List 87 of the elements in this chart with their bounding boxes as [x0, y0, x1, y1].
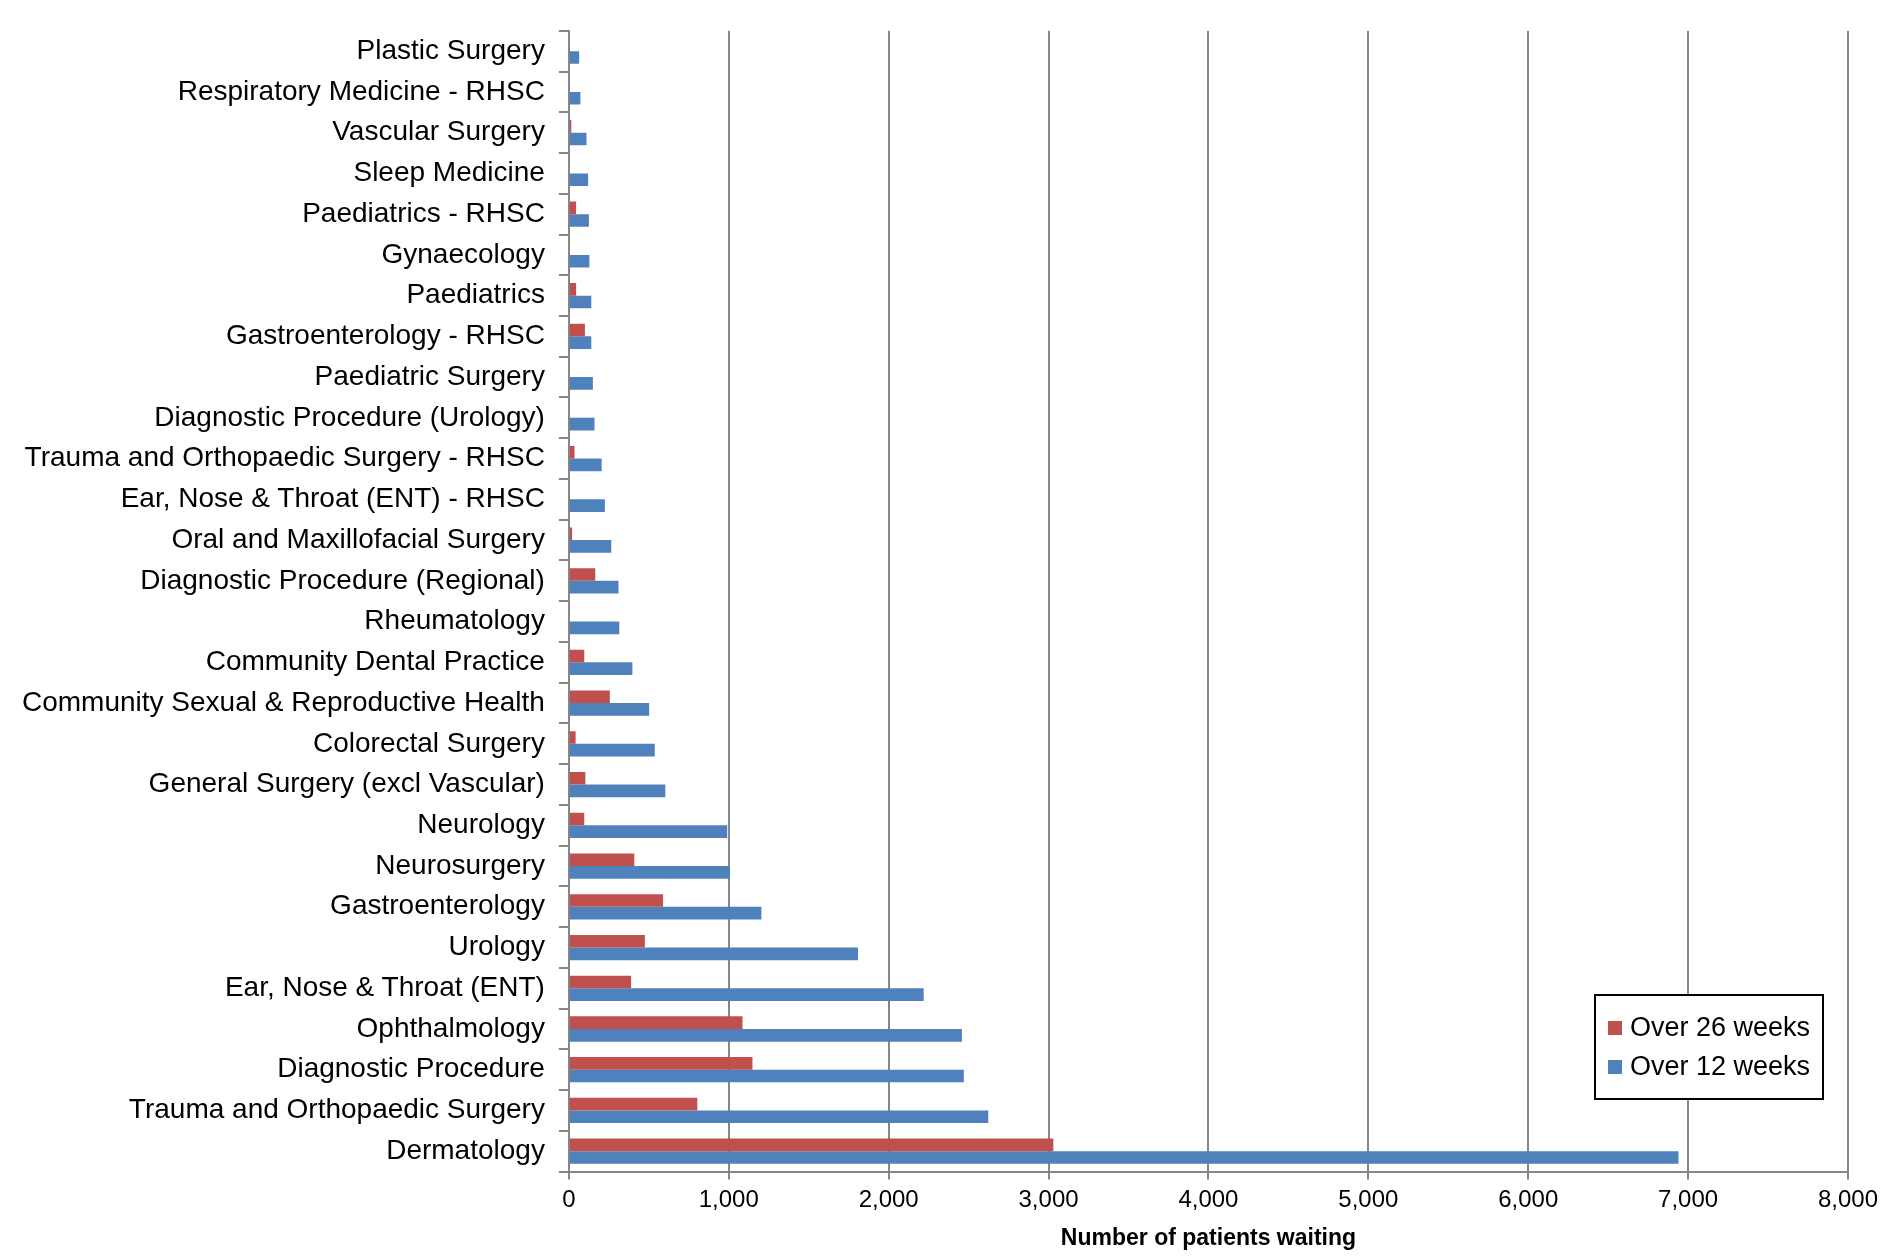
- legend-label: Over 12 weeks: [1629, 1051, 1810, 1082]
- bar: [569, 947, 858, 961]
- y-tick-label: Paediatric Surgery: [314, 359, 545, 391]
- y-tick-label: Ear, Nose & Throat (ENT): [224, 970, 545, 1002]
- bar: [569, 771, 586, 785]
- bar: [569, 201, 577, 215]
- y-tick-label: Trauma and Orthopaedic Surgery: [128, 1093, 545, 1125]
- x-tick-label: 0: [562, 1184, 576, 1212]
- bar: [569, 377, 593, 390]
- bar: [569, 853, 635, 867]
- y-tick-label: Diagnostic Procedure: [277, 1052, 545, 1084]
- x-tick-label: 7,000: [1658, 1184, 1719, 1212]
- bar: [569, 580, 619, 594]
- y-tick-label: Respiratory Medicine - RHSC: [177, 74, 545, 106]
- bar: [569, 1057, 753, 1070]
- bar: [569, 1097, 698, 1111]
- x-tick-label: 3,000: [1018, 1184, 1079, 1212]
- y-tick-label: Plastic Surgery: [356, 33, 545, 65]
- y-tick-label: Gastroenterology - RHSC: [225, 319, 545, 351]
- bar: [569, 1029, 962, 1042]
- bar: [569, 214, 589, 227]
- bar: [569, 132, 587, 146]
- y-tick-label: Dermatology: [386, 1133, 545, 1165]
- bar: [569, 894, 664, 907]
- bar: [569, 988, 924, 1001]
- bar: [569, 1151, 1679, 1164]
- bar: [569, 743, 655, 757]
- bar: [569, 1138, 1054, 1152]
- x-tick-label: 2,000: [858, 1184, 919, 1212]
- y-tick-label: Gynaecology: [381, 237, 545, 269]
- bar: [569, 458, 602, 472]
- bar: [569, 336, 592, 349]
- y-tick-label: Community Dental Practice: [205, 645, 545, 677]
- bar: [569, 975, 632, 989]
- y-tick-label: Paediatrics - RHSC: [302, 196, 545, 228]
- bar: [569, 1110, 989, 1124]
- bar: [569, 1016, 743, 1029]
- bar: [569, 662, 633, 675]
- legend-label: Over 26 weeks: [1629, 1012, 1810, 1043]
- x-tick-label: 4,000: [1178, 1184, 1239, 1212]
- bar: [569, 91, 581, 105]
- y-tick-label: Diagnostic Procedure (Regional): [140, 563, 545, 595]
- bar: [569, 540, 612, 553]
- bar: [569, 690, 610, 704]
- y-tick-label: Trauma and Orthopaedic Surgery - RHSC: [24, 441, 545, 473]
- y-tick-label: Community Sexual & Reproductive Health: [21, 685, 545, 717]
- bar: [569, 254, 590, 268]
- bar: [569, 812, 585, 826]
- bar: [569, 1069, 964, 1083]
- bar: [569, 906, 762, 920]
- y-tick-label: Sleep Medicine: [353, 156, 545, 188]
- bar: [569, 784, 666, 798]
- y-tick-label: Paediatrics: [406, 278, 545, 310]
- y-tick-label: Gastroenterology: [330, 889, 545, 921]
- bar: [569, 173, 589, 187]
- y-tick-label: Diagnostic Procedure (Urology): [154, 400, 545, 432]
- bar: [569, 649, 585, 663]
- x-tick-label: 1,000: [698, 1184, 759, 1212]
- bar: [569, 499, 605, 512]
- bar: [569, 51, 580, 64]
- x-axis-title: Number of patients waiting: [1060, 1223, 1357, 1250]
- y-tick-label: Rheumatology: [364, 604, 545, 636]
- y-tick-label: Oral and Maxillofacial Surgery: [171, 522, 545, 554]
- y-tick-label: Colorectal Surgery: [313, 726, 545, 758]
- bar: [569, 825, 728, 838]
- bar: [569, 417, 595, 431]
- bar: [569, 731, 576, 744]
- bar: [569, 283, 577, 296]
- y-tick-label: Vascular Surgery: [332, 115, 545, 147]
- x-tick-label: 5,000: [1338, 1184, 1399, 1212]
- y-tick-label: Ear, Nose & Throat (ENT) - RHSC: [120, 482, 545, 514]
- y-tick-label: Urology: [448, 930, 545, 962]
- y-tick-label: Neurosurgery: [375, 848, 545, 880]
- y-tick-label: Neurology: [417, 808, 545, 839]
- x-tick-label: 8,000: [1817, 1184, 1878, 1212]
- x-tick-label: 6,000: [1498, 1184, 1559, 1212]
- bar: [569, 527, 573, 541]
- bar: [569, 866, 730, 879]
- bar: [569, 295, 592, 309]
- bar: [569, 323, 585, 337]
- bar: [569, 568, 596, 581]
- bar: [569, 934, 645, 948]
- bar: [569, 621, 620, 635]
- y-tick-label: General Surgery (excl Vascular): [148, 767, 545, 799]
- y-tick-label: Ophthalmology: [356, 1011, 545, 1043]
- bar: [569, 445, 575, 459]
- bar: [569, 703, 650, 716]
